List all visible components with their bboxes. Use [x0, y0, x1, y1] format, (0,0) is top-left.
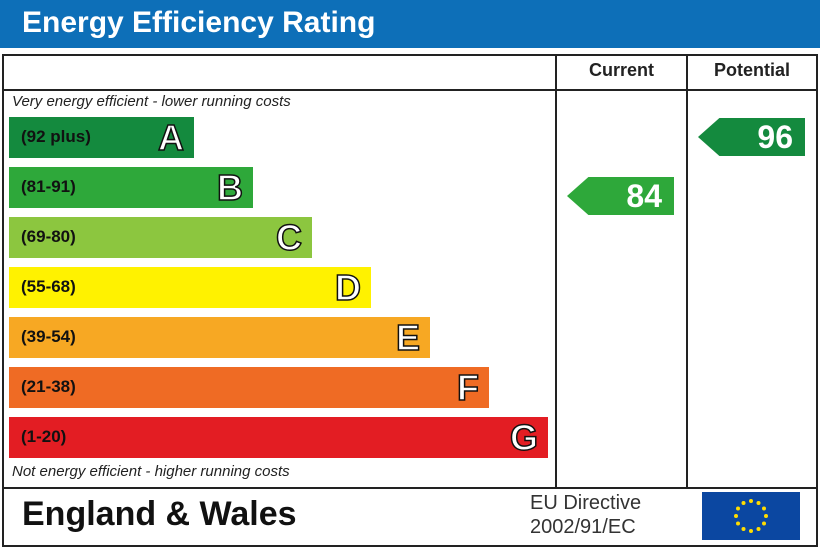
eu-star — [749, 499, 753, 503]
directive-line1: EU Directive — [530, 492, 642, 514]
potential-rating-arrow: 96 — [698, 118, 805, 156]
directive-line2: 2002/91/EC — [530, 516, 636, 538]
band-range: (1-20) — [21, 427, 67, 446]
column-header-current: Current — [588, 60, 654, 80]
eu-star — [741, 501, 746, 506]
eu-star — [764, 514, 768, 518]
band-range: (69-80) — [21, 227, 76, 246]
current-rating-arrow: 84 — [567, 177, 674, 215]
rating-table — [2, 54, 818, 547]
current-rating-value: 84 — [626, 178, 662, 214]
column-header-potential: Potential — [713, 60, 790, 80]
band-bar-f: (21-38) F — [9, 366, 489, 409]
band-range: (39-54) — [21, 327, 76, 346]
eu-star — [756, 501, 761, 506]
band-range: (21-38) — [21, 377, 76, 396]
band-bar-c: (69-80) C — [9, 216, 312, 259]
eu-star — [749, 529, 753, 533]
eu-flag-icon — [702, 492, 800, 540]
divider — [2, 89, 818, 91]
band-letter: A — [157, 116, 185, 159]
divider — [555, 54, 557, 489]
eu-star — [761, 521, 766, 526]
band-letter: F — [456, 366, 480, 409]
eu-star — [756, 526, 761, 531]
band-letter: D — [334, 266, 362, 309]
eu-star — [741, 526, 746, 531]
band-letter: C — [275, 216, 303, 259]
band-letter: E — [395, 316, 421, 359]
band-bar-b: (81-91) B — [9, 166, 253, 209]
eu-star — [736, 521, 741, 526]
band-bar-g: (1-20) G — [9, 416, 548, 459]
band-range: (55-68) — [21, 277, 76, 296]
eu-star — [734, 514, 738, 518]
band-letter: G — [509, 416, 539, 459]
chart-title: Energy Efficiency Rating — [22, 6, 376, 39]
band-range: (81-91) — [21, 177, 76, 196]
divider — [686, 54, 688, 489]
band-bar-e: (39-54) E — [9, 316, 430, 359]
band-bar-a: (92 plus) A — [9, 116, 194, 159]
bottom-note: Not energy efficient - higher running co… — [12, 463, 290, 480]
band-range: (92 plus) — [21, 127, 91, 146]
header-bar: Energy Efficiency Rating — [0, 0, 820, 48]
top-note: Very energy efficient - lower running co… — [12, 93, 291, 110]
eu-star — [761, 506, 766, 511]
band-letter: B — [216, 166, 244, 209]
region-label: England & Wales — [22, 495, 297, 533]
eu-star — [736, 506, 741, 511]
potential-rating-value: 96 — [757, 119, 793, 155]
divider — [2, 487, 818, 489]
band-bar-d: (55-68) D — [9, 266, 371, 309]
